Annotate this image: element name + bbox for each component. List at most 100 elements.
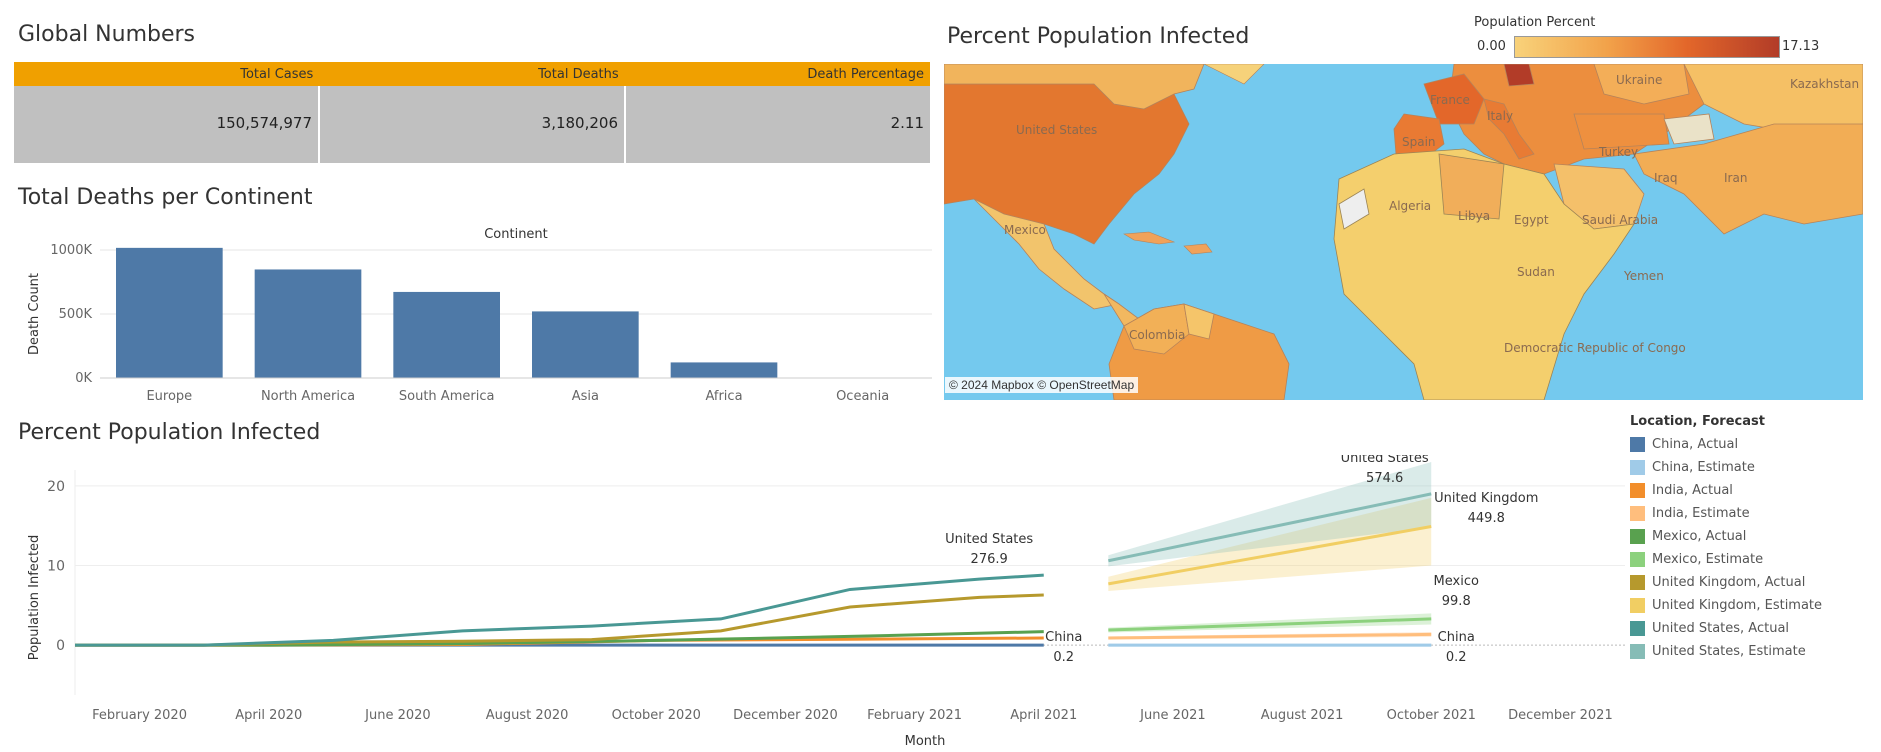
line-xtick-label: August 2020 — [486, 708, 569, 723]
line-xtick-label: April 2021 — [1010, 708, 1077, 723]
map-africa — [1333, 148, 1635, 400]
legend-swatch — [1630, 575, 1645, 590]
legend-swatch — [1630, 483, 1645, 498]
header-total-deaths: Total Deaths — [538, 67, 619, 82]
choropleth-map[interactable]: United States Mexico Colombia France Spa… — [944, 64, 1863, 400]
line-xtick-label: December 2020 — [733, 708, 838, 723]
line-ytick-label: 20 — [47, 479, 65, 495]
legend-item[interactable]: United States, Actual — [1630, 617, 1870, 640]
legend-swatch — [1630, 621, 1645, 636]
map-label-mexico: Mexico — [1004, 223, 1046, 237]
line-chart-xlabel: Month — [905, 734, 946, 749]
line-ytick-label: 10 — [47, 559, 65, 575]
map-label-libya: Libya — [1458, 209, 1490, 223]
map-arctic — [1203, 64, 1265, 85]
map-hispaniola — [1183, 243, 1213, 255]
line-ytick-label: 0 — [56, 638, 65, 654]
line-xtick-label: June 2021 — [1139, 708, 1206, 723]
legend-label: United States, Estimate — [1652, 644, 1806, 659]
legend-item[interactable]: Mexico, Actual — [1630, 525, 1870, 548]
line-xtick-label: December 2021 — [1508, 708, 1613, 723]
map-venezuela — [1183, 303, 1215, 340]
line-united-states-actual[interactable] — [74, 573, 1044, 647]
legend-swatch — [1630, 598, 1645, 613]
legend-label: Mexico, Estimate — [1652, 552, 1764, 567]
map-canada — [944, 64, 1205, 110]
map-credit[interactable]: © 2024 Mapbox © OpenStreetMap — [945, 377, 1139, 393]
bar-europe[interactable] — [116, 247, 223, 378]
line-united-kingdom-estimate[interactable] — [1108, 525, 1432, 586]
bar-chart-ylabel: Death Count — [27, 273, 42, 355]
global-numbers-values: 150,574,977 3,180,206 2.11 — [14, 86, 930, 163]
bar-north-america[interactable] — [254, 269, 362, 378]
line-annotation-label: China — [1438, 630, 1475, 645]
line-xtick-label: February 2021 — [867, 708, 962, 723]
line-annotation-value: 276.9 — [971, 552, 1008, 567]
legend-item[interactable]: India, Actual — [1630, 479, 1870, 502]
map-turkmenistan — [1663, 113, 1715, 145]
legend-label: United Kingdom, Estimate — [1652, 598, 1823, 613]
map-color-scale — [1514, 36, 1780, 58]
map-france — [1423, 73, 1485, 125]
legend-swatch — [1630, 437, 1645, 452]
line-xtick-label: February 2020 — [92, 708, 187, 723]
legend-label: Mexico, Actual — [1652, 529, 1747, 544]
bar-category-label: North America — [261, 389, 355, 404]
bar-category-label: Europe — [146, 389, 192, 404]
line-annotation-label: United Kingdom — [1434, 491, 1538, 506]
map-label-egypt: Egypt — [1514, 213, 1549, 227]
bar-category-label: South America — [399, 389, 495, 404]
bar-ytick-label: 500K — [59, 307, 93, 322]
line-annotation-label: United States — [945, 532, 1033, 547]
legend-item[interactable]: China, Estimate — [1630, 456, 1870, 479]
map-label-saudi-arabia: Saudi Arabia — [1582, 213, 1658, 227]
map-western-sahara — [1338, 188, 1370, 230]
line-united-states-estimate[interactable] — [1108, 492, 1432, 563]
map-cuba — [1123, 231, 1176, 245]
map-middle-east — [1633, 123, 1863, 235]
bar-ytick-label: 0K — [75, 371, 92, 386]
line-annotation-value: 99.8 — [1442, 594, 1471, 609]
map-label-iraq: Iraq — [1654, 171, 1677, 185]
legend-swatch — [1630, 644, 1645, 659]
map-ukraine — [1593, 64, 1690, 105]
bar-asia[interactable] — [532, 311, 639, 378]
map-label-colombia: Colombia — [1129, 328, 1185, 342]
line-annotation-label: United States — [1341, 455, 1429, 466]
map-turkey — [1573, 113, 1670, 150]
legend-label: India, Actual — [1652, 483, 1733, 498]
legend-label: India, Estimate — [1652, 506, 1750, 521]
legend-item[interactable]: Mexico, Estimate — [1630, 548, 1870, 571]
band-united-kingdom-estimate — [1108, 497, 1432, 592]
legend-item[interactable]: China, Actual — [1630, 433, 1870, 456]
bar-chart-title: Total Deaths per Continent — [18, 185, 313, 210]
legend-item[interactable]: United Kingdom, Actual — [1630, 571, 1870, 594]
line-chart[interactable]: 0 10 20 Population Infected February 2020 Apr… — [0, 455, 1630, 752]
bar-chart-header: Continent — [484, 227, 548, 242]
bar-africa[interactable] — [670, 362, 778, 378]
legend-label: China, Actual — [1652, 437, 1739, 452]
map-libya — [1438, 153, 1505, 220]
line-chart-legend[interactable]: Location, Forecast China, Actual China, E… — [1630, 414, 1870, 663]
map-label-yemen: Yemen — [1623, 269, 1664, 283]
legend-item[interactable]: United Kingdom, Estimate — [1630, 594, 1870, 617]
map-label-sudan: Sudan — [1517, 265, 1555, 279]
global-numbers-header: Total Cases Total Deaths Death Percentag… — [14, 62, 930, 86]
value-death-percentage: 2.11 — [890, 114, 924, 132]
bar-south-america[interactable] — [393, 291, 500, 378]
map-label-iran: Iran — [1724, 171, 1747, 185]
map-label-algeria: Algeria — [1389, 199, 1431, 213]
bar-chart[interactable]: Continent Death Count 0K 500K 1000K Europe Nor… — [0, 220, 935, 410]
line-annotation-value: 0.2 — [1446, 650, 1467, 665]
legend-item[interactable]: India, Estimate — [1630, 502, 1870, 525]
global-numbers-title: Global Numbers — [18, 22, 196, 47]
legend-label: United States, Actual — [1652, 621, 1790, 636]
legend-swatch — [1630, 552, 1645, 567]
line-annotation-value: 574.6 — [1366, 471, 1403, 486]
line-mexico-estimate[interactable] — [1108, 617, 1432, 632]
map-title: Percent Population Infected — [947, 24, 1250, 49]
map-label-drc: Democratic Republic of Congo — [1504, 341, 1686, 355]
bar-category-label: Asia — [572, 389, 599, 404]
line-india-estimate[interactable] — [1108, 632, 1432, 640]
legend-item[interactable]: United States, Estimate — [1630, 640, 1870, 663]
